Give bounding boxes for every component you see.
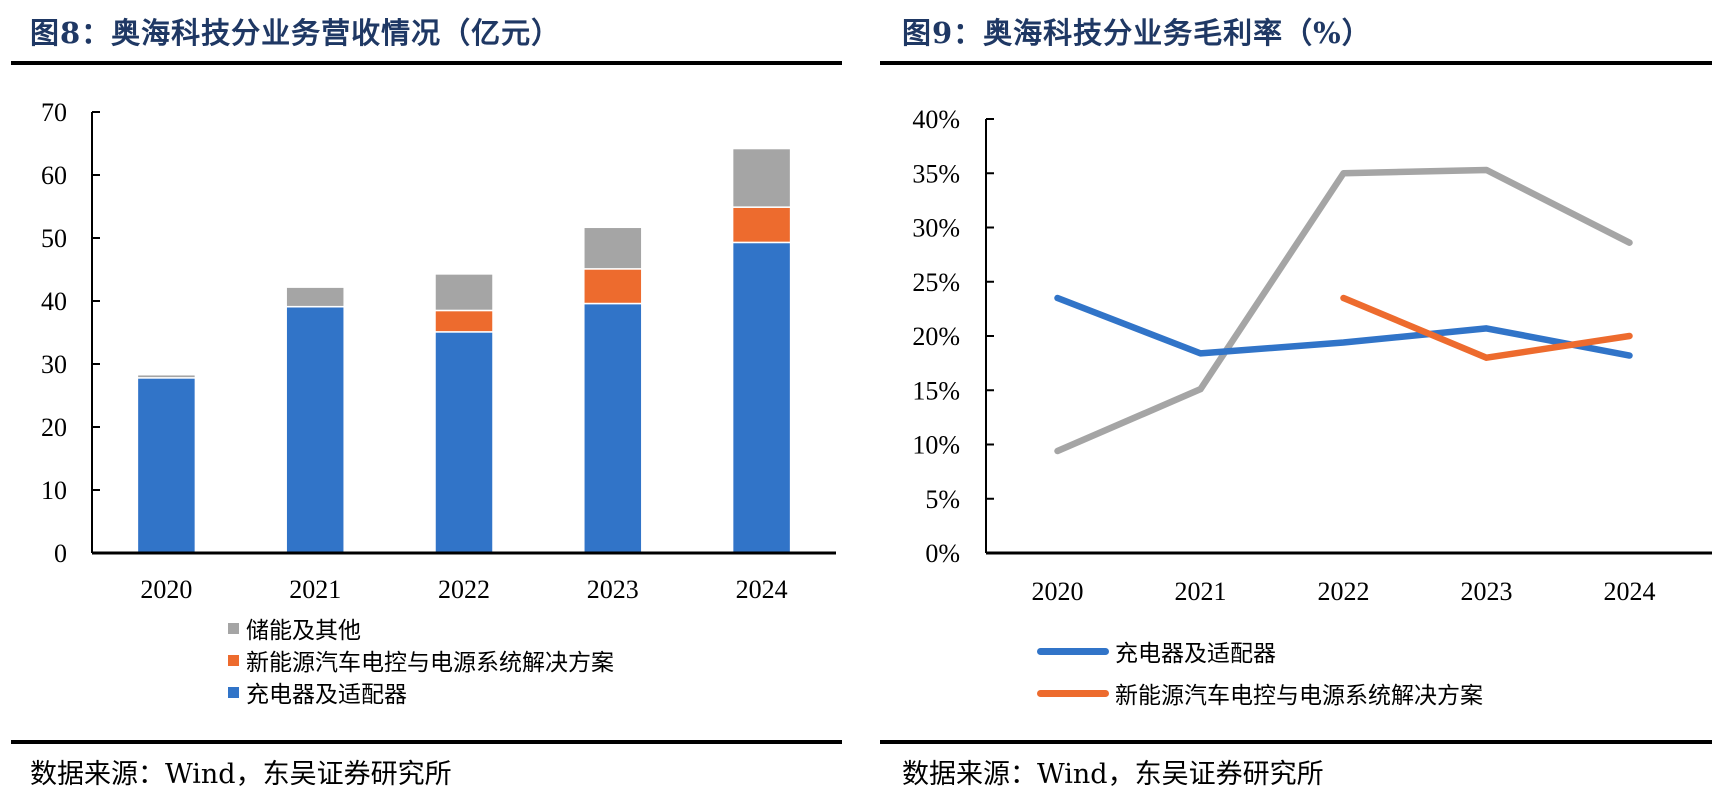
y-tick-label: 60	[41, 161, 67, 190]
x-tick-label: 2023	[587, 575, 639, 604]
y-tick-label: 30	[41, 350, 67, 379]
bar-segment-2021	[285, 286, 345, 308]
y-tick-label: 10	[41, 476, 67, 505]
bar-chart-legend: 储能及其他新能源汽车电控与电源系统解决方案 充电器及适配器	[228, 612, 614, 708]
y-tick-label: 0	[54, 539, 67, 568]
top-rule	[11, 61, 842, 65]
bottom-rule	[11, 740, 842, 744]
y-tick-label: 35%	[912, 159, 960, 188]
bar-segment-2022	[434, 273, 494, 312]
bar-segment-2024	[731, 241, 792, 554]
line-chart-legend: 充电器及适配器新能源汽车电控与电源系统解决方案	[1037, 630, 1483, 714]
x-tick-label: 2024	[1604, 577, 1656, 606]
legend-label: 新能源汽车电控与电源系统解决方案	[1115, 683, 1483, 709]
bar-segment-2020	[136, 377, 197, 554]
bar-segment-2022	[434, 331, 494, 554]
figure-9-panel: 图9：奥海科技分业务毛利率（%） 0% 5% 10% 15% 20% 25% 30% 35% 4…	[880, 0, 1712, 796]
bar-segment-2024	[731, 206, 792, 244]
gross-margin-line-chart: 0% 5% 10% 15% 20% 25% 30% 35% 40% 2020 2021 2022 202…	[912, 105, 1712, 606]
x-tick-label: 2020	[140, 575, 192, 604]
data-source-note: 数据来源：Wind，东吴证券研究所	[30, 759, 452, 790]
legend-line-swatch	[1037, 647, 1109, 655]
legend-swatch	[228, 654, 239, 666]
legend-item: 新能源汽车电控与电源系统解决方案	[1037, 672, 1483, 714]
x-tick-label: 2021	[289, 575, 341, 604]
y-tick-label: 50	[41, 224, 67, 253]
bottom-rule	[880, 740, 1712, 744]
bar-segment-2023	[583, 302, 643, 554]
x-tick-label: 2024	[736, 575, 788, 604]
y-tick-label: 10%	[912, 431, 960, 460]
legend-item: 新能源汽车电控与电源系统解决方案	[228, 644, 614, 676]
bar-segment-2023	[583, 226, 643, 270]
legend-item: 充电器及适配器	[228, 676, 614, 708]
y-tick-label: 30%	[912, 214, 960, 243]
legend-item: 储能及其他	[228, 612, 614, 644]
figure-8-title: 图8：奥海科技分业务营收情况（亿元）	[30, 16, 562, 50]
legend-line-swatch	[1037, 689, 1109, 697]
data-source-note: 数据来源：Wind，东吴证券研究所	[902, 759, 1324, 790]
legend-label: 充电器及适配器	[1115, 641, 1276, 667]
y-tick-label: 5%	[925, 485, 960, 514]
legend-label: 储能及其他	[246, 618, 361, 644]
figure-8-panel: 图8：奥海科技分业务营收情况（亿元） 0 10 20 30 40 50 60 70 2020 20…	[11, 16, 842, 790]
y-tick-label: 40	[41, 287, 67, 316]
revenue-stacked-bar-chart: 0 10 20 30 40 50 60 70 2020 2021 2022 2023 2024	[41, 98, 836, 604]
bar-segment-2020	[136, 373, 197, 379]
y-tick-label: 40%	[912, 105, 960, 134]
y-tick-label: 20	[41, 413, 67, 442]
legend-swatch	[228, 622, 239, 634]
legend-label: 充电器及适配器	[246, 682, 407, 708]
bar-segment-2024	[731, 147, 792, 208]
bar-segment-2021	[285, 305, 345, 554]
y-tick-label: 70	[41, 98, 67, 127]
y-tick-label: 25%	[912, 268, 960, 297]
x-tick-label: 2021	[1175, 577, 1227, 606]
x-tick-label: 2022	[438, 575, 490, 604]
y-tick-label: 15%	[912, 376, 960, 405]
legend-label: 新能源汽车电控与电源系统解决方案	[246, 650, 614, 676]
x-tick-label: 2023	[1461, 577, 1513, 606]
bar-segment-2022	[434, 309, 494, 333]
legend-swatch	[228, 686, 239, 698]
legend-item: 充电器及适配器	[1037, 630, 1483, 672]
series-line-2	[1054, 166, 1633, 455]
figure-9-title: 图9：奥海科技分业务毛利率（%）	[902, 16, 1372, 50]
x-tick-label: 2020	[1032, 577, 1084, 606]
x-tick-label: 2022	[1318, 577, 1370, 606]
top-rule	[880, 61, 1712, 65]
y-tick-label: 0%	[925, 539, 960, 568]
y-tick-label: 20%	[912, 322, 960, 351]
bar-segment-2023	[583, 268, 643, 305]
